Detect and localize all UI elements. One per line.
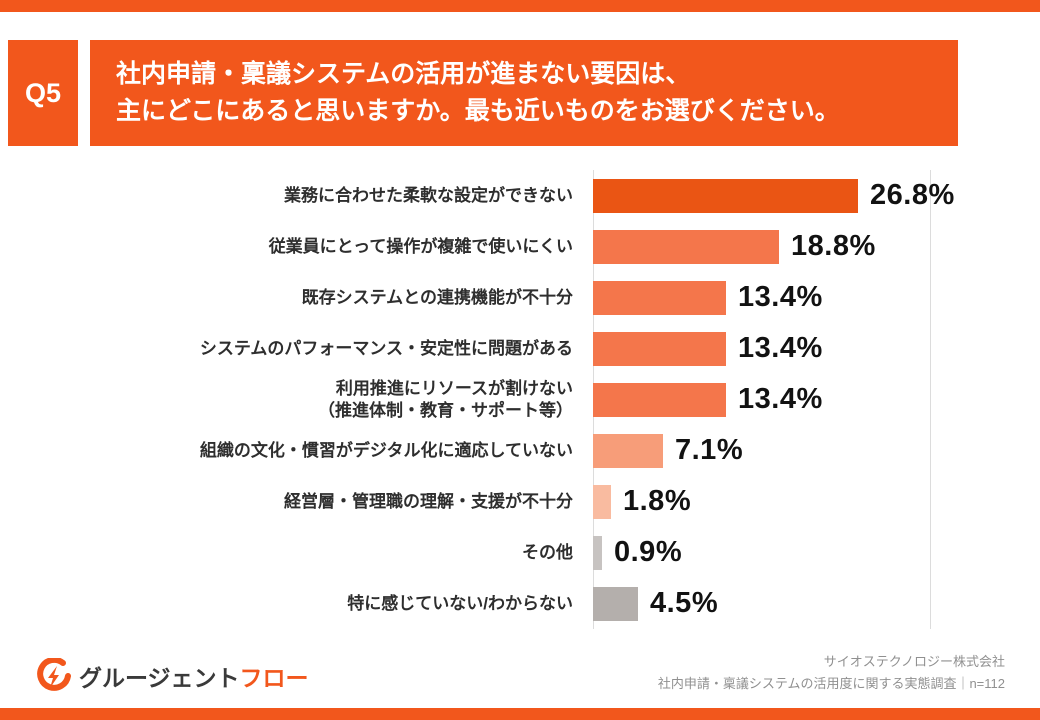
chart-row: 従業員にとって操作が複雑で使いにくい 18.8%	[35, 221, 1005, 272]
bar-area: 4.5%	[593, 578, 1005, 629]
question-title-line-2: 主にどこにあると思いますか。最も近いものをお選びください。	[116, 97, 840, 125]
category-label: 従業員にとって操作が複雑で使いにくい	[268, 236, 573, 256]
logo-text: グルージェントフロー	[79, 659, 309, 693]
question-title: 社内申請・稟議システムの活用が進まない要因は、 主にどこにあると思いますか。最も…	[90, 40, 958, 146]
category-label: 既存システムとの連携機能が不十分	[301, 287, 573, 307]
credit-survey-name: 社内申請・稟議システムの活用度に関する実態調査｜n=112	[657, 675, 1005, 691]
value-label: 13.4%	[738, 383, 823, 415]
chart-row: 既存システムとの連携機能が不十分 13.4%	[35, 272, 1005, 323]
chart-row: その他 0.9%	[35, 527, 1005, 578]
value-label: 0.9%	[614, 536, 683, 568]
chart-row: システムのパフォーマンス・安定性に問題がある 13.4%	[35, 323, 1005, 374]
footer: グルージェントフロー サイオステクノロジー株式会社 社内申請・稟議システムの活用…	[35, 651, 1005, 694]
gridline-right	[930, 170, 931, 629]
category-label: 組織の文化・慣習がデジタル化に適応していない	[199, 440, 573, 460]
bar-area: 13.4%	[593, 272, 1005, 323]
category-label: その他	[522, 542, 573, 562]
bar	[593, 280, 726, 315]
category-label: 利用推進にリソースが割けない （推進体制・教育・サポート等）	[318, 379, 573, 420]
bar-chart: 業務に合わせた柔軟な設定ができない 26.8% 従業員にとって操作が複雑で使いにくい…	[35, 170, 1005, 629]
bar	[593, 382, 726, 417]
bar	[593, 229, 779, 264]
bar-area: 26.8%	[593, 170, 1005, 221]
logo-text-main: グルージェント	[79, 665, 240, 691]
value-label: 26.8%	[870, 179, 955, 211]
bottom-accent-strip	[0, 708, 1040, 720]
bar-area: 1.8%	[593, 476, 1005, 527]
logo-text-accent: フロー	[239, 665, 309, 691]
survey-credit: サイオステクノロジー株式会社 社内申請・稟議システムの活用度に関する実態調査｜n…	[658, 651, 1005, 694]
chart-row: 利用推進にリソースが割けない （推進体制・教育・サポート等） 13.4%	[35, 374, 1005, 425]
question-title-line-1: 社内申請・稟議システムの活用が進まない要因は、	[116, 59, 691, 88]
top-accent-strip	[0, 0, 1040, 12]
category-label: 経営層・管理職の理解・支援が不十分	[284, 491, 573, 511]
chart-row: 組織の文化・慣習がデジタル化に適応していない 7.1%	[35, 425, 1005, 476]
bar	[593, 484, 611, 519]
value-label: 4.5%	[650, 587, 719, 619]
bar	[593, 331, 726, 366]
value-label: 1.8%	[623, 485, 692, 517]
value-label: 7.1%	[675, 434, 744, 466]
bar	[593, 433, 663, 468]
value-label: 13.4%	[738, 281, 823, 313]
category-label: 業務に合わせた柔軟な設定ができない	[284, 185, 573, 205]
category-label: システムのパフォーマンス・安定性に問題がある	[199, 338, 573, 358]
question-number-badge: Q5	[8, 40, 78, 146]
logo-swirl-icon	[37, 658, 71, 691]
bar-area: 18.8%	[593, 221, 1005, 272]
logo: グルージェントフロー	[35, 658, 309, 694]
header: Q5 社内申請・稟議システムの活用が進まない要因は、 主にどこにあると思いますか…	[8, 40, 958, 146]
bar	[593, 586, 638, 621]
bar-area: 13.4%	[593, 374, 1005, 425]
bar	[593, 178, 858, 213]
chart-row: 業務に合わせた柔軟な設定ができない 26.8%	[35, 170, 1005, 221]
credit-company: サイオステクノロジー株式会社	[823, 654, 1005, 670]
chart-row: 経営層・管理職の理解・支援が不十分 1.8%	[35, 476, 1005, 527]
category-label: 特に感じていない/わからない	[347, 593, 573, 613]
bar-area: 7.1%	[593, 425, 1005, 476]
chart-row: 特に感じていない/わからない 4.5%	[35, 578, 1005, 629]
bar-area: 0.9%	[593, 527, 1005, 578]
bar	[593, 535, 602, 570]
bar-area: 13.4%	[593, 323, 1005, 374]
value-label: 18.8%	[791, 230, 876, 262]
chart-rows: 業務に合わせた柔軟な設定ができない 26.8% 従業員にとって操作が複雑で使いにくい…	[35, 170, 1005, 629]
value-label: 13.4%	[738, 332, 823, 364]
